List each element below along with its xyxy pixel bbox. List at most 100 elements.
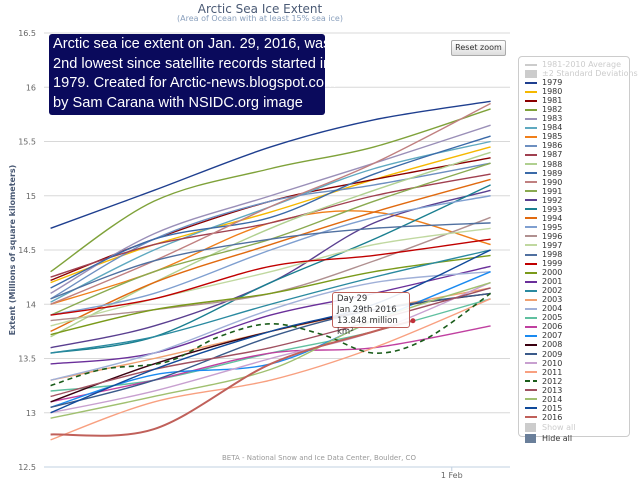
legend-item-std-dev[interactable]: ±2 Standard Deviations — [525, 69, 638, 78]
series-line-2011 — [50, 298, 491, 441]
series-line-2010 — [50, 281, 491, 414]
legend-label: 2004 — [542, 304, 563, 314]
legend-item-1992[interactable]: 1992 — [525, 196, 629, 205]
legend-item-2010[interactable]: 2010 — [525, 359, 629, 368]
legend-swatch — [525, 316, 537, 319]
annotation-overlay: Arctic sea ice extent on Jan. 29, 2016, … — [49, 34, 336, 115]
credit-text: BETA - National Snow and Ice Data Center… — [222, 454, 416, 462]
legend-box-icon — [525, 433, 536, 443]
legend-item-1995[interactable]: 1995 — [525, 223, 629, 232]
series-line-2013 — [50, 287, 491, 398]
legend-item-2005[interactable]: 2005 — [525, 313, 629, 322]
series-line-2001 — [50, 265, 491, 365]
series-line-1994 — [50, 178, 491, 333]
legend-label: 2007 — [542, 331, 563, 341]
legend-label: 1993 — [542, 204, 563, 214]
legend-swatch — [525, 362, 537, 365]
series-line-1999 — [50, 238, 491, 316]
legend-swatch — [525, 99, 537, 102]
legend-item-1993[interactable]: 1993 — [525, 205, 629, 214]
legend-item-1983[interactable]: 1983 — [525, 114, 629, 123]
legend-item-1999[interactable]: 1999 — [525, 259, 629, 268]
tooltip-date: Jan 29th 2016 — [337, 305, 397, 315]
legend-item-1982[interactable]: 1982 — [525, 105, 629, 114]
legend-item-2013[interactable]: 2013 — [525, 386, 629, 395]
legend-label: 1987 — [542, 150, 563, 160]
legend-item-1979[interactable]: 1979 — [525, 78, 629, 87]
legend-label: 1995 — [542, 222, 563, 232]
legend-item-average[interactable]: 1981-2010 Average — [525, 60, 629, 69]
legend-label: 1998 — [542, 250, 563, 259]
legend-swatch — [525, 307, 537, 310]
legend-item-2015[interactable]: 2015 — [525, 404, 629, 413]
series-line-1979 — [50, 100, 491, 229]
tooltip-point — [410, 318, 416, 324]
legend-item-2009[interactable]: 2009 — [525, 350, 629, 359]
legend-item-1988[interactable]: 1988 — [525, 160, 629, 169]
legend-item-1996[interactable]: 1996 — [525, 232, 629, 241]
legend-item-1981[interactable]: 1981 — [525, 96, 629, 105]
legend-item-1986[interactable]: 1986 — [525, 141, 629, 150]
legend-item-2016[interactable]: 2016 — [525, 413, 629, 422]
legend-label: 1981-2010 Average — [542, 60, 621, 70]
legend-item-1994[interactable]: 1994 — [525, 214, 629, 223]
legend-swatch — [525, 353, 537, 356]
legend-item-1997[interactable]: 1997 — [525, 241, 629, 250]
reset-zoom-button[interactable]: Reset zoom — [451, 40, 506, 56]
legend-swatch — [525, 235, 537, 238]
legend-item-2011[interactable]: 2011 — [525, 368, 629, 377]
legend-item-1984[interactable]: 1984 — [525, 123, 629, 132]
y-tick-label: 13.5 — [18, 355, 36, 364]
legend-item-1991[interactable]: 1991 — [525, 187, 629, 196]
legend-item-1990[interactable]: 1990 — [525, 178, 629, 187]
legend-swatch — [525, 199, 537, 202]
legend-swatch — [525, 271, 537, 274]
legend-label: 2006 — [542, 322, 563, 332]
legend-item-2000[interactable]: 2000 — [525, 268, 629, 277]
legend-swatch — [525, 69, 537, 78]
y-tick-label: 16 — [26, 83, 36, 92]
legend-label: 2012 — [542, 376, 563, 386]
legend-item-2004[interactable]: 2004 — [525, 304, 629, 313]
legend-item-2003[interactable]: 2003 — [525, 295, 629, 304]
legend-item-1989[interactable]: 1989 — [525, 169, 629, 178]
legend-swatch — [525, 217, 537, 220]
legend-box-icon — [525, 422, 536, 432]
legend-item-1980[interactable]: 1980 — [525, 87, 629, 96]
legend-label: 1980 — [542, 87, 563, 97]
legend-label: 2016 — [542, 412, 563, 422]
legend-swatch — [525, 244, 537, 247]
legend-label: 1999 — [542, 259, 563, 269]
series-line-2014 — [50, 281, 491, 419]
legend-swatch — [525, 289, 537, 292]
legend-swatch — [525, 144, 537, 147]
legend-item-2012[interactable]: 2012 — [525, 377, 629, 386]
series-line-1995 — [50, 195, 491, 316]
show-all-button[interactable]: Show all — [525, 422, 629, 433]
legend-item-1985[interactable]: 1985 — [525, 132, 629, 141]
tooltip-day: Day 29 — [337, 294, 368, 304]
legend-swatch — [525, 371, 537, 374]
legend-item-1987[interactable]: 1987 — [525, 150, 629, 159]
legend-swatch — [525, 398, 537, 401]
legend-label: 2014 — [542, 394, 563, 404]
legend-item-2002[interactable]: 2002 — [525, 286, 629, 295]
legend-item-2008[interactable]: 2008 — [525, 340, 629, 349]
legend-item-1998[interactable]: 1998 — [525, 250, 629, 259]
series-line-1997 — [50, 227, 491, 327]
series-line-2006 — [50, 325, 491, 403]
legend-item-2006[interactable]: 2006 — [525, 322, 629, 331]
legend-item-2014[interactable]: 2014 — [525, 395, 629, 404]
hide-all-button[interactable]: Hide all — [525, 433, 629, 444]
y-tick-label: 15 — [26, 192, 36, 201]
legend-label: ±2 Standard Deviations — [542, 69, 638, 79]
legend-label: 1985 — [542, 132, 563, 142]
y-tick-label: 12.5 — [18, 463, 36, 472]
series-line-1990 — [50, 102, 491, 305]
legend-item-2001[interactable]: 2001 — [525, 277, 629, 286]
legend-item-2007[interactable]: 2007 — [525, 331, 629, 340]
legend-label: 2010 — [542, 358, 563, 368]
y-tick-label: 15.5 — [18, 138, 36, 147]
legend-label: 2015 — [542, 403, 563, 413]
